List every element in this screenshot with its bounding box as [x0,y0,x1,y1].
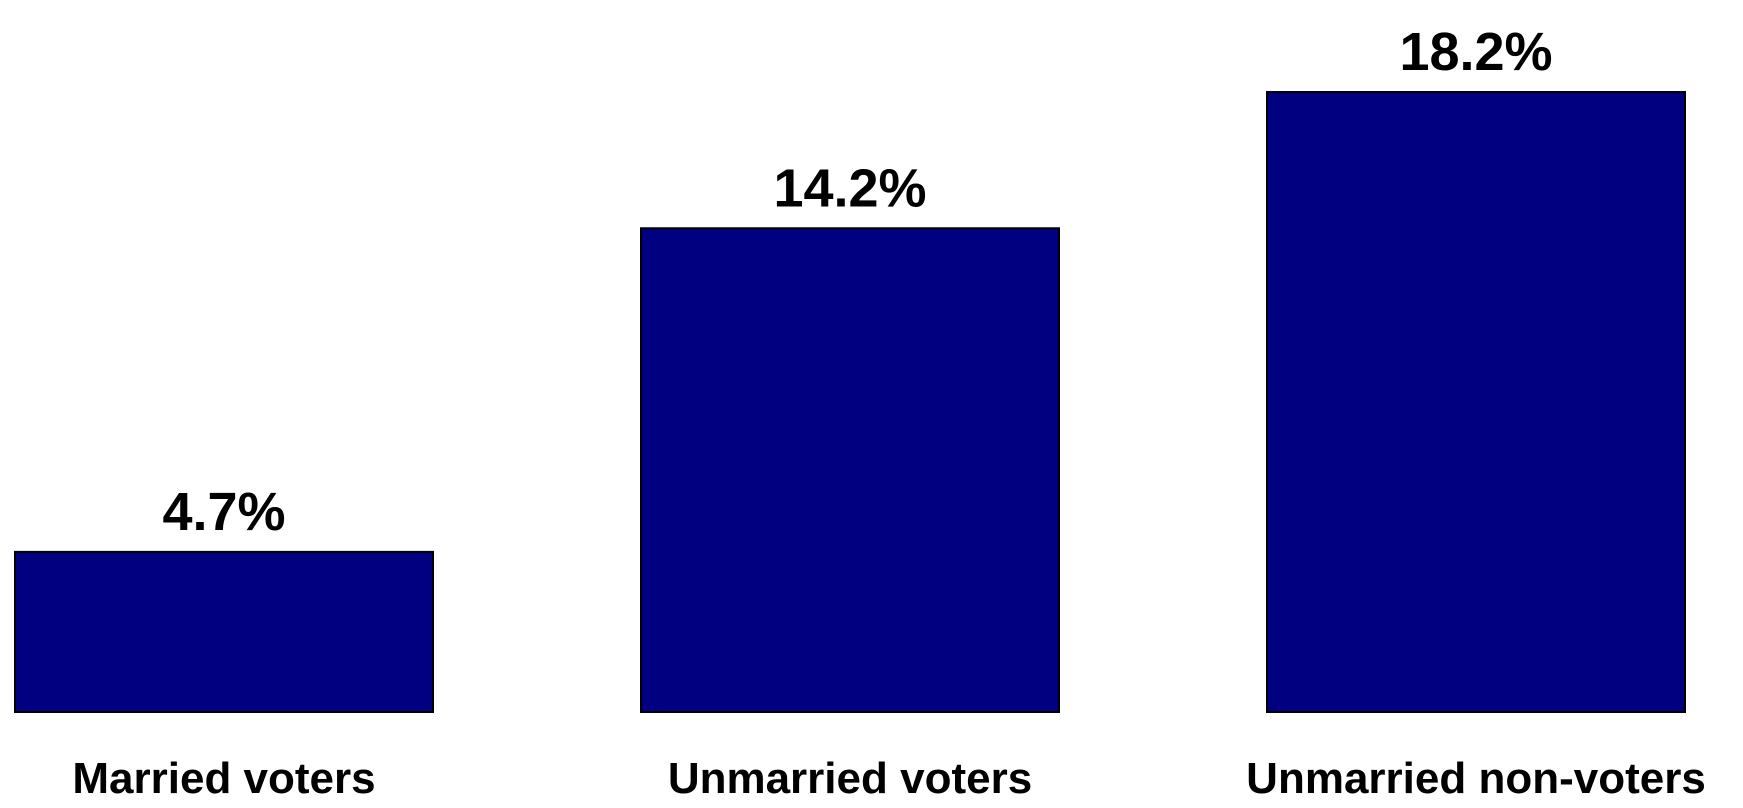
value-labels: 4.7% 14.2% 18.2% [162,22,1552,542]
bar-0 [14,550,434,714]
bar-2 [1266,91,1686,713]
category-label-1: Unmarried voters [668,754,1032,803]
category-label-0: Married voters [72,754,375,803]
value-label-0: 4.7% [162,482,285,542]
category-label-2: Unmarried non-voters [1246,754,1706,803]
category-labels: Married voters Unmarried voters Unmarried … [72,754,1705,803]
bar-1 [640,227,1060,713]
value-label-2: 18.2% [1399,22,1552,82]
value-label-1: 14.2% [773,158,926,218]
bars [14,91,1686,714]
